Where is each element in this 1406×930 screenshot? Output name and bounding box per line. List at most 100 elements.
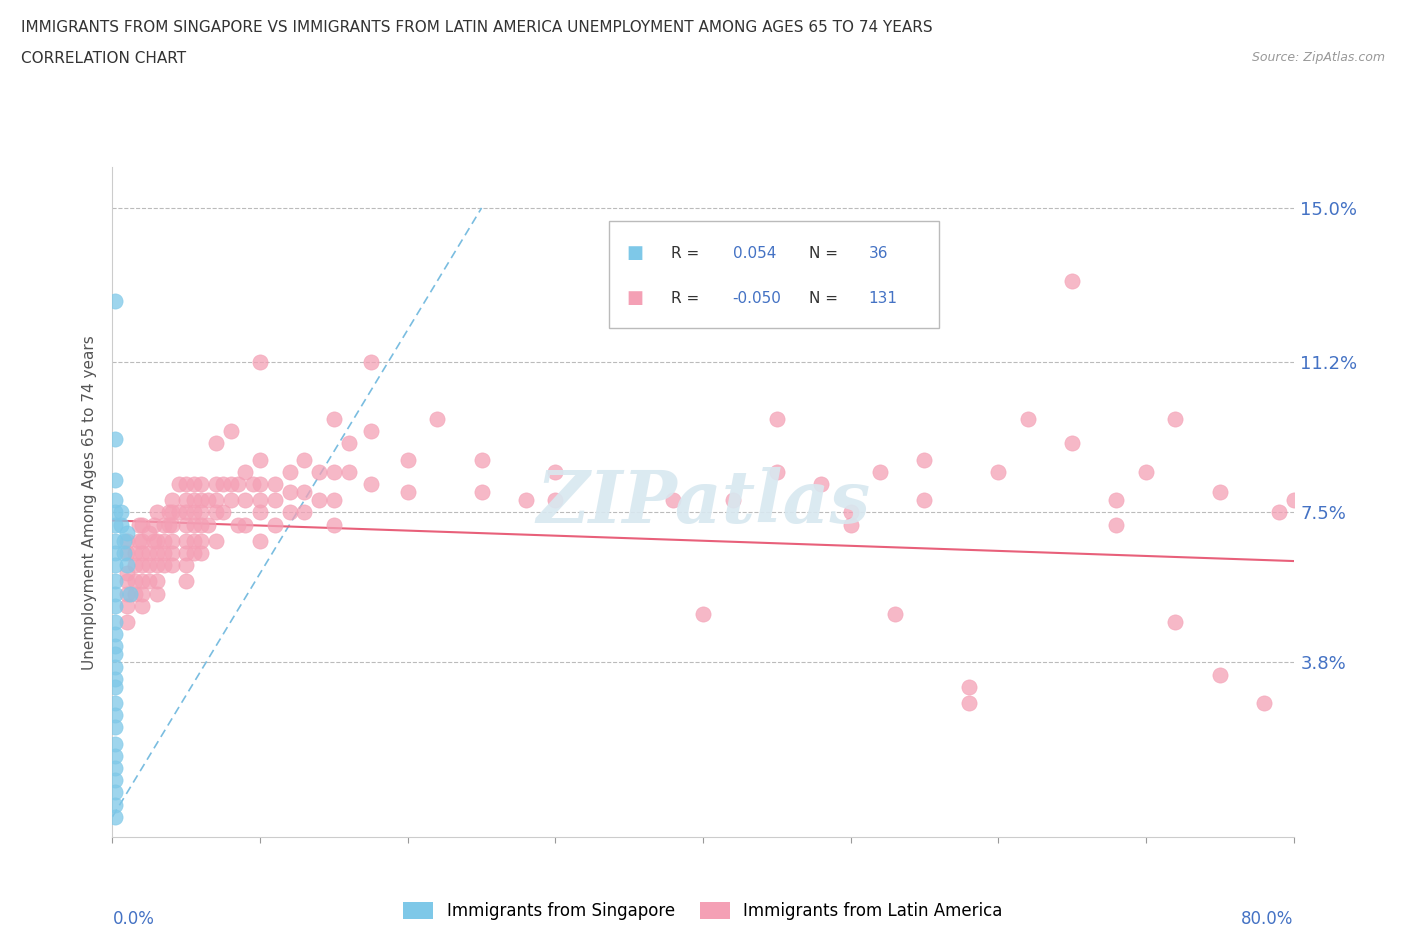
Text: N =: N = bbox=[810, 246, 844, 260]
Point bbox=[264, 476, 287, 491]
Point bbox=[1164, 615, 1187, 630]
Point bbox=[131, 558, 153, 573]
Point bbox=[869, 464, 891, 479]
Point bbox=[190, 533, 212, 548]
Point bbox=[839, 505, 862, 520]
Point bbox=[146, 533, 169, 548]
Point bbox=[146, 505, 169, 520]
Point bbox=[308, 493, 330, 508]
Point bbox=[104, 761, 127, 776]
Point bbox=[233, 493, 256, 508]
Point bbox=[104, 696, 127, 711]
Point bbox=[167, 505, 190, 520]
Point bbox=[153, 558, 176, 573]
Point bbox=[174, 574, 197, 589]
Point bbox=[183, 476, 205, 491]
Point bbox=[515, 493, 537, 508]
Point bbox=[205, 476, 228, 491]
Point bbox=[278, 505, 301, 520]
Point bbox=[104, 809, 127, 824]
Point bbox=[131, 546, 153, 561]
Point bbox=[146, 558, 169, 573]
Point bbox=[146, 574, 169, 589]
Point bbox=[160, 505, 183, 520]
Point bbox=[104, 432, 127, 446]
Point bbox=[160, 517, 183, 532]
Point bbox=[131, 586, 153, 601]
Text: 0.0%: 0.0% bbox=[112, 910, 155, 928]
Point bbox=[117, 546, 138, 561]
Text: 131: 131 bbox=[869, 290, 897, 306]
Text: R =: R = bbox=[671, 246, 704, 260]
Point bbox=[292, 452, 315, 467]
Point bbox=[174, 533, 197, 548]
Point bbox=[233, 464, 256, 479]
Point bbox=[219, 493, 242, 508]
Point bbox=[153, 517, 176, 532]
Point bbox=[183, 546, 205, 561]
Point bbox=[323, 412, 346, 427]
Point bbox=[174, 476, 197, 491]
Point bbox=[197, 493, 219, 508]
Point bbox=[1062, 273, 1084, 288]
Point bbox=[1135, 464, 1157, 479]
Point bbox=[914, 493, 936, 508]
Point bbox=[212, 476, 235, 491]
Point bbox=[138, 558, 160, 573]
Point bbox=[212, 505, 235, 520]
Point bbox=[337, 436, 360, 451]
Text: ■: ■ bbox=[626, 289, 643, 307]
Point bbox=[914, 452, 936, 467]
Point bbox=[226, 476, 249, 491]
Point bbox=[183, 533, 205, 548]
Point bbox=[104, 533, 127, 548]
FancyBboxPatch shape bbox=[609, 221, 939, 328]
Point bbox=[190, 505, 212, 520]
Point bbox=[1282, 493, 1305, 508]
Point bbox=[117, 598, 138, 613]
Point bbox=[104, 546, 127, 561]
Point bbox=[308, 464, 330, 479]
Point bbox=[104, 737, 127, 751]
Point bbox=[337, 464, 360, 479]
Point bbox=[112, 546, 135, 561]
Text: 0.054: 0.054 bbox=[733, 246, 776, 260]
Point bbox=[692, 606, 714, 621]
Point bbox=[470, 485, 494, 499]
Point bbox=[249, 354, 271, 369]
Point bbox=[104, 472, 127, 487]
Point bbox=[190, 546, 212, 561]
Point bbox=[810, 476, 832, 491]
Point bbox=[104, 785, 127, 800]
Point bbox=[124, 558, 146, 573]
Point bbox=[544, 493, 567, 508]
Point bbox=[160, 493, 183, 508]
Point bbox=[138, 574, 160, 589]
Point bbox=[662, 493, 685, 508]
Point bbox=[153, 546, 176, 561]
Point bbox=[957, 680, 980, 695]
Point bbox=[396, 452, 419, 467]
Point bbox=[120, 586, 142, 601]
Text: ZIPatlas: ZIPatlas bbox=[536, 467, 870, 538]
Point bbox=[264, 517, 287, 532]
Point bbox=[197, 517, 219, 532]
Point bbox=[249, 505, 271, 520]
Point bbox=[1208, 667, 1232, 682]
Point bbox=[233, 517, 256, 532]
Y-axis label: Unemployment Among Ages 65 to 74 years: Unemployment Among Ages 65 to 74 years bbox=[82, 335, 97, 670]
Point bbox=[104, 294, 127, 309]
Point bbox=[396, 485, 419, 499]
Point bbox=[104, 558, 127, 573]
Point bbox=[766, 412, 789, 427]
Point bbox=[131, 598, 153, 613]
Text: N =: N = bbox=[810, 290, 844, 306]
Point bbox=[884, 606, 907, 621]
Point bbox=[249, 533, 271, 548]
Point bbox=[721, 493, 744, 508]
Point bbox=[104, 680, 127, 695]
Point bbox=[128, 533, 150, 548]
Point bbox=[128, 517, 150, 532]
Point bbox=[190, 517, 212, 532]
Point bbox=[426, 412, 449, 427]
